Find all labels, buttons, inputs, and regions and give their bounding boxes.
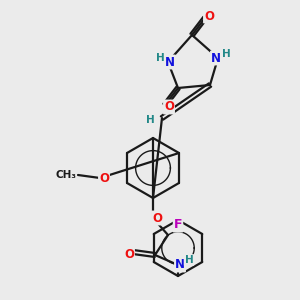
Text: O: O <box>164 100 174 113</box>
Text: O: O <box>99 172 109 184</box>
Text: F: F <box>174 218 182 232</box>
Text: CH₃: CH₃ <box>55 170 76 180</box>
Text: O: O <box>152 212 162 224</box>
Text: O: O <box>204 10 214 22</box>
Text: H: H <box>146 115 154 125</box>
Text: N: N <box>175 259 185 272</box>
Text: O: O <box>124 248 134 260</box>
Text: H: H <box>156 53 164 63</box>
Text: H: H <box>184 255 194 265</box>
Text: H: H <box>222 49 230 59</box>
Text: N: N <box>211 52 221 64</box>
Text: N: N <box>165 56 175 68</box>
